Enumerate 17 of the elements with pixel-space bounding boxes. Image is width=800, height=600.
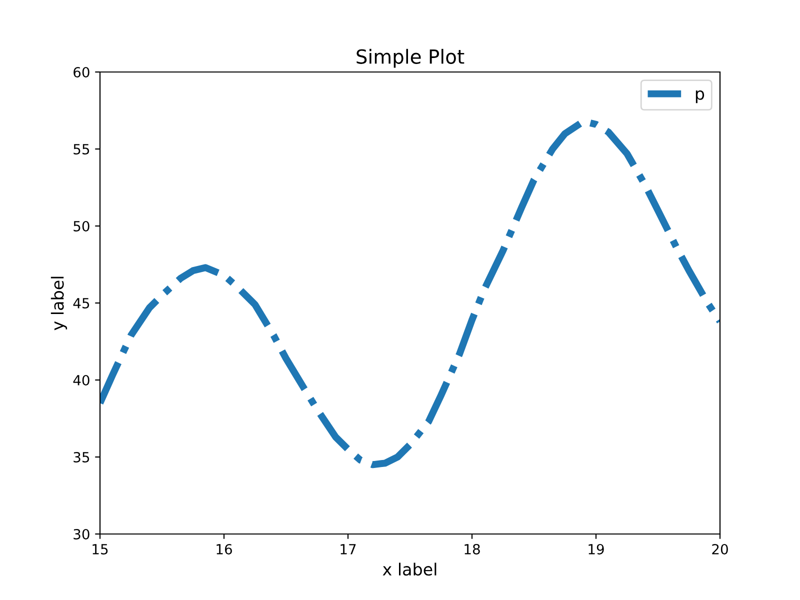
legend-label: p (696, 90, 704, 104)
x-tick-label: 15 (92, 544, 108, 554)
y-tick-label: 35 (74, 452, 90, 462)
x-tick-label: 19 (588, 544, 604, 554)
y-tick-label: 55 (74, 144, 90, 154)
y-tick-label: 60 (74, 66, 90, 78)
x-tick-label: 17 (340, 544, 356, 554)
x-tick-label: 16 (216, 544, 232, 554)
y-axis-title: y label (50, 276, 68, 330)
x-axis-title: x label (382, 562, 436, 576)
x-tick-label: 20 (712, 544, 728, 554)
y-tick-label: 40 (73, 374, 90, 386)
y-tick-label: 50 (74, 220, 90, 232)
y-tick-label: 30 (74, 528, 90, 540)
chart-title: Simple Plot (356, 48, 464, 68)
x-tick-label: 18 (464, 544, 480, 554)
y-tick-label: 45 (73, 298, 90, 308)
